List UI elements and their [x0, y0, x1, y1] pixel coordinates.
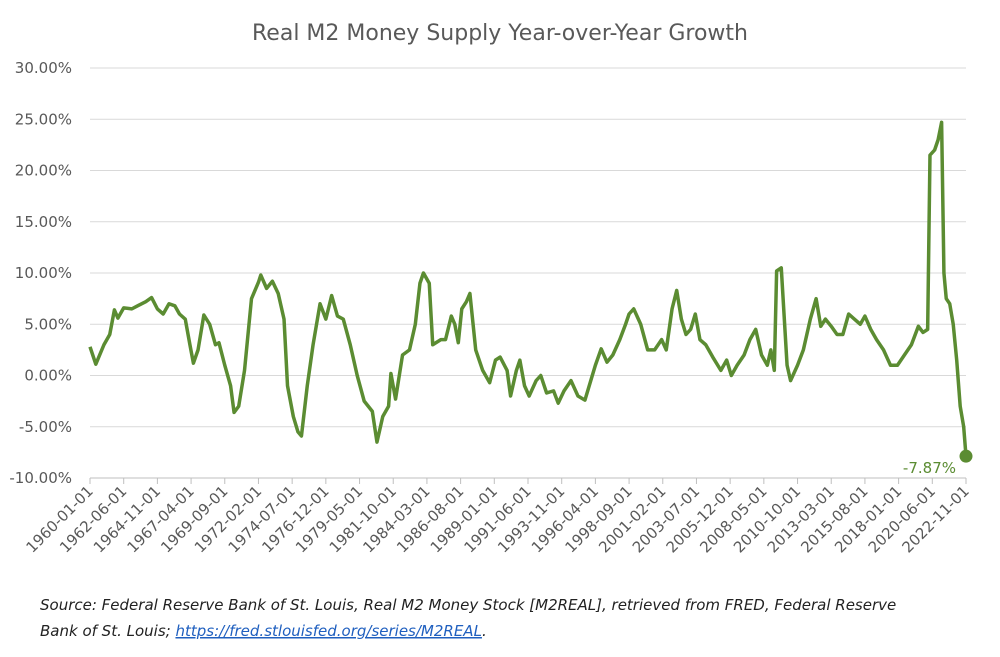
end-point — [959, 449, 973, 463]
y-tick-label: 20.00% — [15, 162, 72, 180]
y-tick-label: -10.00% — [9, 469, 72, 487]
y-tick-label: 15.00% — [15, 213, 72, 231]
y-tick-label: 5.00% — [24, 315, 72, 333]
source-line: Source: Federal Reserve Bank of St. Loui… — [40, 596, 896, 614]
y-tick-label: 25.00% — [15, 110, 72, 128]
source-text: Source: Federal Reserve Bank of St. Loui… — [40, 596, 896, 614]
line — [88, 120, 968, 457]
chart-title: Real M2 Money Supply Year-over-Year Grow… — [252, 21, 748, 46]
source-text: . — [482, 622, 487, 640]
source-text: Bank of St. Louis; — [40, 622, 175, 640]
annotation: -7.87% — [903, 459, 956, 477]
source-line: Bank of St. Louis; https://fred.stlouisf… — [40, 622, 487, 640]
y-tick-label: -5.00% — [19, 418, 72, 436]
y-tick-label: 0.00% — [24, 367, 72, 385]
source-link[interactable]: https://fred.stlouisfed.org/series/M2REA… — [175, 622, 481, 640]
y-tick-label: 10.00% — [15, 264, 72, 282]
y-tick-label: 30.00% — [15, 59, 72, 77]
